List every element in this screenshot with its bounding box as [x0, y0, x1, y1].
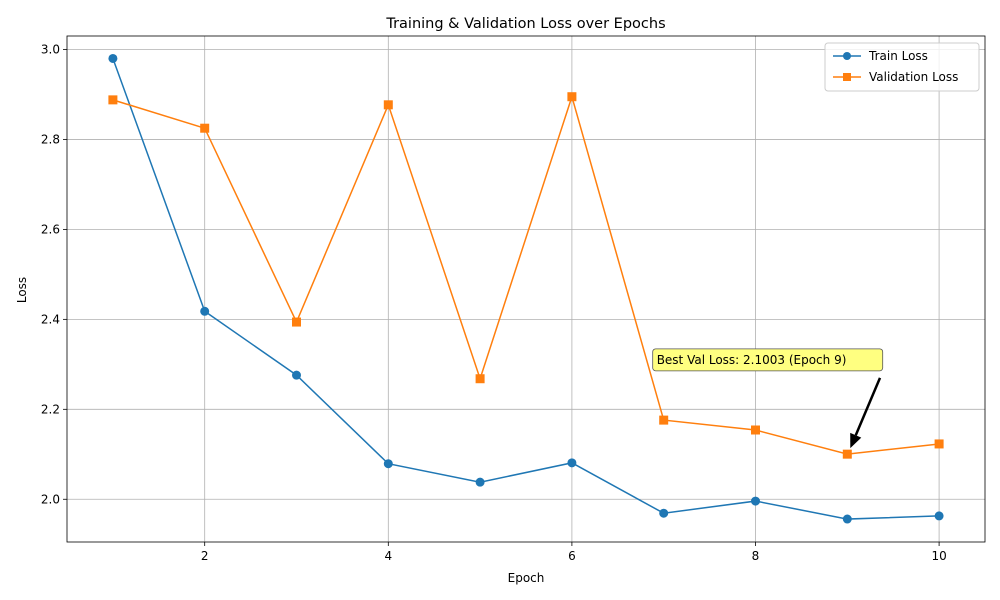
annotation-box [652, 348, 884, 372]
plot-frame [66, 35, 986, 543]
train-loss-point [108, 53, 118, 63]
y-tick-label: 2.4 [41, 312, 60, 326]
legend: Train Loss Validation Loss [824, 42, 980, 92]
legend-marker-square [843, 73, 851, 81]
y-tick-label: 3.0 [41, 42, 60, 56]
x-tick-label: 8 [752, 549, 760, 563]
validation-loss-point [934, 439, 944, 449]
validation-loss-point [751, 425, 760, 435]
legend-marker-circle [843, 52, 851, 60]
legend-label-train: Train Loss [868, 49, 928, 63]
validation-loss-point [292, 317, 301, 327]
train-loss-point [659, 508, 669, 518]
best-val-annotation: Best Val Loss: 2.1003 (Epoch 9) [652, 348, 884, 449]
annotation-arrow-shaft [854, 377, 882, 436]
train-loss-point [751, 496, 760, 506]
validation-loss-point [383, 100, 393, 110]
train-loss-point [200, 306, 210, 316]
validation-loss-point [842, 449, 852, 459]
validation-loss-point [567, 92, 577, 102]
validation-loss-point [475, 374, 485, 384]
validation-loss-point [108, 95, 118, 105]
train-loss-point [567, 458, 577, 468]
train-loss-point [292, 370, 301, 380]
y-axis-label: Loss [15, 277, 29, 303]
train-loss-point [383, 459, 393, 469]
legend-label-validation: Validation Loss [869, 70, 958, 84]
annotation-arrow-head [850, 432, 862, 449]
series-line-train [112, 58, 940, 520]
series-line-validation [112, 94, 940, 455]
annotation-text: Best Val Loss: 2.1003 (Epoch 9) [657, 353, 847, 367]
grid [67, 36, 985, 542]
y-tick-label: 2.6 [41, 222, 60, 236]
y-tick-label: 2.2 [41, 402, 60, 416]
series-layer [108, 53, 944, 524]
train-loss-point [475, 477, 485, 487]
y-tick-label: 2.0 [41, 492, 60, 506]
axes [66, 35, 986, 543]
train-loss-point [934, 511, 944, 521]
x-tick-label: 10 [931, 549, 946, 563]
y-tick-label: 2.8 [41, 132, 60, 146]
x-tick-label: 6 [568, 549, 576, 563]
x-tick-label: 2 [201, 549, 209, 563]
chart-title: Training & Validation Loss over Epochs [385, 16, 665, 32]
train-loss-point [842, 514, 852, 524]
ticks: 2 4 6 8 10 2.0 2.2 2.4 2.6 2.8 3.0 [41, 42, 947, 563]
legend-box [824, 42, 980, 92]
x-axis-label: Epoch [508, 571, 545, 585]
validation-loss-point [659, 415, 669, 425]
x-tick-label: 4 [384, 549, 392, 563]
validation-loss-point [200, 123, 210, 133]
